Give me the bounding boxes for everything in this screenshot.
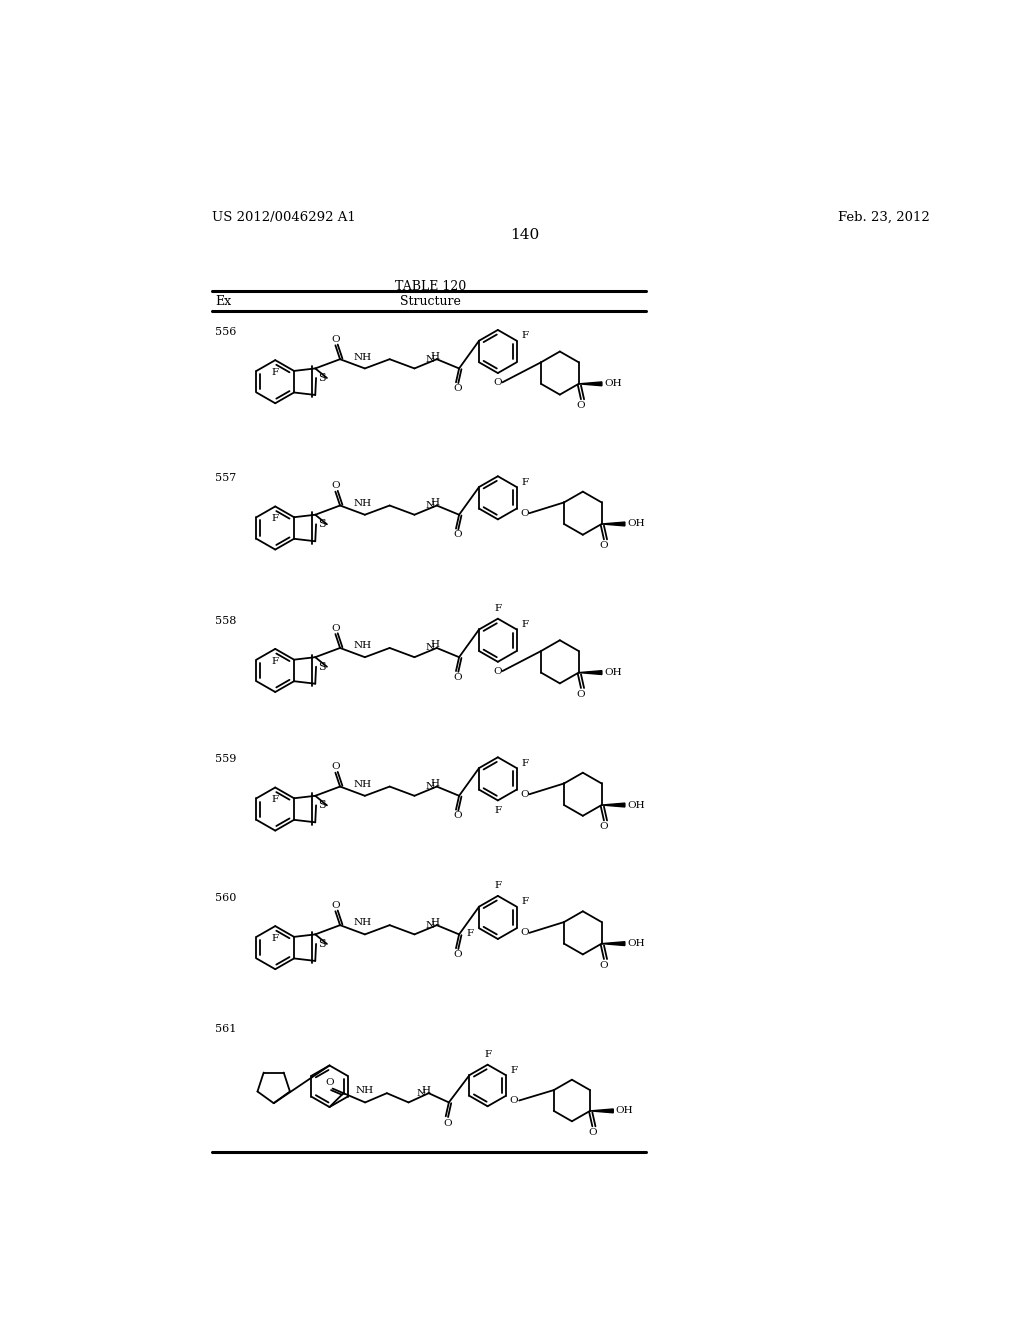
Text: O: O [520,508,529,517]
Text: N: N [425,502,434,510]
Text: 557: 557 [215,474,237,483]
Text: Feb. 23, 2012: Feb. 23, 2012 [838,211,930,224]
Text: N: N [425,781,434,791]
Polygon shape [579,671,602,675]
Text: H: H [431,779,439,788]
Text: F: F [271,656,279,665]
Text: O: O [332,623,341,632]
Text: 556: 556 [215,327,237,337]
Text: O: O [520,789,529,799]
Polygon shape [602,521,625,525]
Text: NH: NH [356,1086,374,1096]
Text: O: O [332,335,341,343]
Text: F: F [495,807,502,814]
Text: F: F [467,929,474,937]
Text: 560: 560 [215,892,237,903]
Text: 140: 140 [510,227,540,242]
Text: NH: NH [354,352,372,362]
Text: H: H [431,498,439,507]
Text: OH: OH [604,668,622,677]
Text: O: O [332,762,341,771]
Text: NH: NH [354,642,372,651]
Text: O: O [443,1118,452,1127]
Text: NH: NH [354,499,372,508]
Text: N: N [425,643,434,652]
Polygon shape [602,941,625,945]
Polygon shape [579,381,602,385]
Text: N: N [425,355,434,364]
Text: O: O [600,961,608,970]
Text: OH: OH [627,520,645,528]
Text: OH: OH [627,800,645,809]
Text: F: F [271,368,279,376]
Text: O: O [577,689,586,698]
Text: O: O [332,480,341,490]
Text: H: H [431,640,439,649]
Text: F: F [522,759,529,767]
Text: F: F [522,620,529,628]
Text: S: S [317,661,326,672]
Text: O: O [454,673,462,681]
Text: O: O [600,541,608,550]
Text: O: O [510,1096,518,1105]
Polygon shape [602,803,625,807]
Text: F: F [522,331,529,341]
Text: O: O [332,900,341,909]
Text: H: H [422,1086,431,1094]
Text: S: S [317,939,326,949]
Text: OH: OH [627,939,645,948]
Text: NH: NH [354,780,372,789]
Text: OH: OH [604,379,622,388]
Text: F: F [522,478,529,487]
Text: S: S [317,800,326,810]
Text: H: H [431,917,439,927]
Text: O: O [577,401,586,409]
Text: 561: 561 [215,1024,237,1034]
Text: F: F [271,515,279,523]
Text: Ex: Ex [216,294,231,308]
Text: O: O [588,1127,597,1137]
Text: 559: 559 [215,755,237,764]
Text: N: N [425,920,434,929]
Text: F: F [511,1065,518,1074]
Text: US 2012/0046292 A1: US 2012/0046292 A1 [212,211,355,224]
Text: O: O [454,950,462,958]
Text: NH: NH [354,919,372,928]
Text: Structure: Structure [399,294,461,308]
Text: O: O [454,384,462,393]
Text: TABLE 120: TABLE 120 [394,280,466,293]
Text: O: O [326,1078,334,1088]
Text: F: F [484,1051,492,1059]
Text: F: F [271,933,279,942]
Text: O: O [520,928,529,937]
Text: H: H [431,351,439,360]
Text: S: S [317,374,326,383]
Text: F: F [495,605,502,614]
Polygon shape [590,1109,613,1113]
Text: O: O [600,822,608,832]
Text: N: N [417,1089,426,1098]
Text: F: F [271,795,279,804]
Text: O: O [454,531,462,539]
Text: S: S [317,519,326,529]
Text: OH: OH [615,1106,633,1115]
Text: F: F [495,882,502,891]
Text: O: O [494,378,502,387]
Text: F: F [522,898,529,906]
Text: 558: 558 [215,615,237,626]
Text: O: O [454,812,462,820]
Text: O: O [494,667,502,676]
